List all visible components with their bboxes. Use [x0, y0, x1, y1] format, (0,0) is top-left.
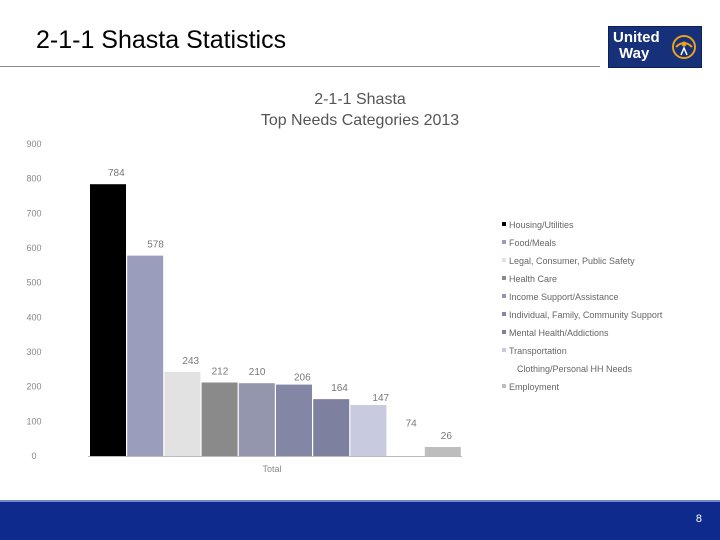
data-label: 212 [212, 367, 229, 378]
bar-employment [424, 446, 461, 456]
y-tick-label: 300 [26, 347, 41, 357]
united-way-logo: United Way [608, 26, 702, 68]
chart-title-line-1: 2-1-1 Shasta [314, 91, 406, 108]
x-category-label: Total [262, 464, 281, 474]
y-tick-label: 400 [26, 312, 41, 322]
chart-title: 2-1-1 Shasta Top Needs Categories 2013 [210, 89, 510, 131]
legend-label: Housing/Utilities [509, 220, 574, 230]
y-tick-label: 500 [26, 278, 41, 288]
logo-wordmark: United Way [613, 30, 660, 62]
data-label: 74 [406, 418, 418, 429]
legend-label: Mental Health/Addictions [509, 328, 609, 338]
logo-line-2: Way [619, 45, 650, 62]
page-number: 8 [695, 513, 702, 525]
logo-line-1: United [613, 29, 660, 46]
bar-transportation [350, 405, 387, 456]
y-tick-label: 900 [26, 139, 41, 149]
bar-housing-utilities [90, 184, 126, 457]
slide-title: 2-1-1 Shasta Statistics [36, 26, 287, 54]
legend-item: Food/Meals [502, 237, 702, 255]
legend-item: Health Care [502, 273, 702, 291]
bar-legal-consumer-public-safety [164, 371, 201, 456]
data-label: 784 [108, 168, 125, 179]
legend-item: Housing/Utilities [502, 219, 702, 237]
bar-individual-family-community-support [276, 384, 312, 456]
y-tick-label: 800 [26, 174, 41, 184]
legend-item: Income Support/Assistance [502, 291, 702, 309]
legend-swatch [502, 312, 506, 316]
y-tick-label: 200 [26, 382, 41, 392]
legend-item: Individual, Family, Community Support [502, 309, 702, 327]
y-tick-label: 700 [26, 208, 41, 218]
data-label: 206 [294, 373, 311, 384]
bar-health-care [201, 382, 238, 456]
y-tick-label: 0 [31, 451, 36, 461]
legend-label: Health Care [509, 274, 558, 284]
legend-label: Clothing/Personal HH Needs [516, 364, 632, 374]
chart-title-line-2: Top Needs Categories 2013 [260, 112, 460, 129]
legend-swatch [502, 330, 506, 334]
bar-chart: 0 100 200 300 400 500 600 700 800 900 784 578 243 212… [26, 139, 462, 474]
legend-label: Food/Meals [509, 238, 557, 248]
legend-swatch [502, 276, 506, 280]
legend-label: Transportation [509, 346, 567, 356]
data-label: 578 [147, 240, 164, 251]
legend-item: Transportation [502, 345, 702, 363]
data-label: 164 [331, 383, 348, 394]
data-label: 243 [182, 356, 199, 367]
legend-label: Individual, Family, Community Support [509, 310, 663, 320]
y-tick-label: 600 [26, 243, 41, 253]
legend-item: Employment [502, 381, 702, 399]
bar-clothing-personal-hh-needs [387, 430, 424, 456]
united-way-emblem-icon [672, 35, 696, 59]
legend-label: Income Support/Assistance [509, 292, 619, 302]
y-tick-label: 100 [26, 416, 41, 426]
bar-mental-health-addictions [313, 399, 350, 456]
legend-swatch [502, 222, 506, 226]
legend-label: Employment [509, 382, 560, 392]
legend-swatch [502, 258, 506, 262]
bar-income-support-assistance [238, 383, 275, 456]
legend-item: Legal, Consumer, Public Safety [502, 255, 702, 273]
data-label: 210 [249, 367, 266, 378]
legend-swatch [502, 240, 506, 244]
chart-legend: Housing/Utilities Food/Meals Legal, Consum… [502, 219, 702, 399]
legend-swatch [502, 348, 506, 352]
title-divider [0, 66, 600, 67]
bar-food-meals [127, 255, 164, 456]
data-label: 26 [441, 431, 453, 442]
legend-swatch [502, 294, 506, 298]
legend-label: Legal, Consumer, Public Safety [509, 256, 635, 266]
legend-item: Clothing/Personal HH Needs [502, 363, 632, 381]
legend-item: Mental Health/Addictions [502, 327, 702, 345]
footer-bar: 8 [0, 500, 720, 540]
data-label: 147 [372, 393, 389, 404]
legend-swatch [502, 384, 506, 388]
